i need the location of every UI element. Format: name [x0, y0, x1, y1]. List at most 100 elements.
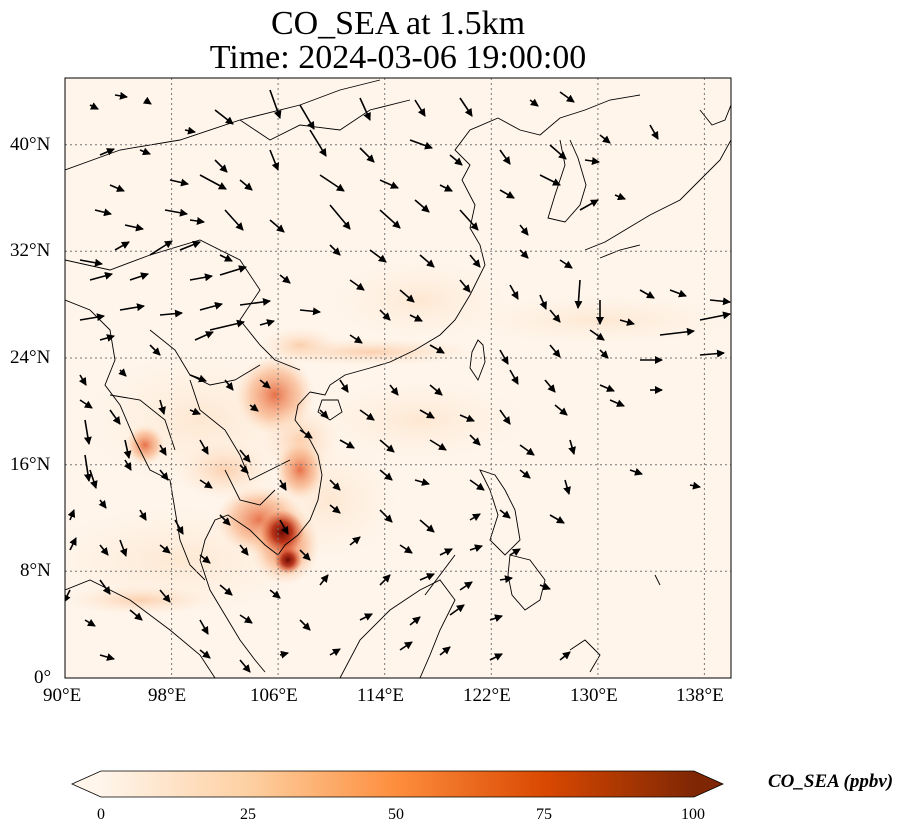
wind-arrow: [629, 467, 643, 476]
colorbar-tick-25: 25: [240, 806, 256, 823]
wind-arrow: [409, 139, 433, 150]
wind-arrow: [199, 649, 211, 659]
wind-arrow: [69, 537, 77, 551]
wind-arrow: [299, 307, 321, 316]
wind-arrow: [99, 334, 115, 342]
wind-arrow: [379, 439, 395, 453]
wind-arrow: [469, 479, 485, 491]
wind-arrow: [429, 384, 443, 396]
wind-arrow: [174, 519, 184, 535]
colorbar-min-extend: [72, 771, 101, 797]
wind-arrow: [199, 301, 223, 311]
wind-arrow: [579, 199, 599, 211]
lon-tick-122e: 122°E: [463, 685, 511, 706]
wind-arrow: [299, 104, 315, 130]
wind-arrow: [559, 91, 575, 103]
wind-arrow: [599, 349, 609, 359]
wind-arrow: [279, 650, 289, 659]
wind-arrow: [559, 259, 573, 269]
lat-tick-32n: 32°N: [10, 240, 51, 261]
wind-arrow: [609, 399, 625, 407]
wind-arrow: [469, 434, 481, 446]
wind-arrow: [539, 582, 551, 591]
wind-arrow: [94, 208, 112, 217]
wind-arrow: [414, 99, 426, 117]
wind-arrow: [439, 184, 453, 192]
wind-arrow: [84, 618, 96, 627]
wind-arrow: [159, 469, 169, 481]
wind-arrow: [319, 409, 329, 419]
wind-arrow: [439, 548, 453, 556]
wind-arrow: [459, 279, 471, 293]
wind-arrow: [659, 327, 695, 336]
lat-tick-0: 0°: [34, 667, 52, 688]
wind-arrow: [164, 208, 188, 217]
wind-arrow: [379, 179, 399, 189]
wind-arrow: [379, 509, 393, 523]
wind-arrow: [709, 297, 731, 306]
colorbar-tick-50: 50: [388, 806, 404, 823]
wind-arrow: [219, 514, 231, 526]
wind-arrow: [224, 209, 244, 231]
wind-arrow: [379, 309, 391, 321]
wind-arrow: [419, 254, 435, 268]
wind-arrow: [429, 439, 447, 451]
wind-arrow: [99, 579, 111, 595]
wind-arrow: [79, 399, 93, 409]
wind-arrow: [499, 149, 511, 165]
wind-arrow: [123, 459, 132, 471]
wind-arrow: [379, 209, 401, 229]
wind-vectors: [65, 89, 731, 673]
wind-arrow: [409, 616, 421, 626]
wind-arrow: [599, 134, 611, 144]
wind-arrow: [509, 284, 519, 300]
wind-arrow: [529, 98, 539, 107]
wind-arrow: [169, 178, 189, 187]
lon-tick-138e: 138°E: [676, 685, 724, 706]
wind-arrow: [499, 509, 511, 519]
wind-arrow: [214, 159, 228, 173]
lat-tick-8n: 8°N: [20, 560, 51, 581]
lat-tick-16n: 16°N: [10, 454, 51, 475]
wind-arrow: [519, 249, 529, 259]
colorbar-label: CO_SEA (ppbv): [768, 771, 894, 792]
wind-arrow: [139, 147, 151, 156]
wind-arrow: [299, 619, 311, 631]
wind-arrow: [489, 653, 503, 661]
wind-arrow: [123, 439, 132, 459]
wind-arrow: [184, 126, 196, 135]
wind-arrow: [299, 549, 311, 561]
wind-arrow: [239, 614, 253, 624]
wind-arrow: [158, 444, 167, 456]
wind-arrow: [509, 369, 519, 385]
wind-arrow: [339, 379, 349, 393]
wind-arrow: [199, 554, 211, 564]
wind-arrow: [109, 409, 121, 425]
wind-arrow: [459, 97, 473, 117]
lat-tick-24n: 24°N: [10, 347, 51, 368]
wind-arrow: [129, 609, 143, 621]
wind-arrow: [119, 303, 145, 312]
wind-arrow: [369, 249, 387, 263]
wind-arrow: [599, 384, 615, 392]
wind-arrow: [409, 314, 423, 322]
wind-arrow: [219, 254, 233, 262]
wind-arrow: [399, 289, 415, 303]
wind-arrow: [309, 129, 327, 157]
wind-arrow: [199, 174, 227, 190]
wind-arrow: [239, 544, 249, 556]
wind-arrow: [549, 144, 567, 160]
map-frame: [64, 77, 732, 679]
lon-tick-130e: 130°E: [570, 685, 618, 706]
wind-arrow: [568, 439, 576, 455]
wind-arrow: [138, 509, 147, 521]
wind-arrow: [359, 97, 371, 121]
lon-tick-114e: 114°E: [357, 685, 404, 706]
wind-arrow: [179, 240, 201, 251]
wind-arrow: [89, 102, 99, 110]
wind-arrow: [359, 613, 373, 621]
wind-arrow: [509, 548, 521, 557]
lon-tick-98e: 98°E: [148, 685, 187, 706]
wind-arrow: [83, 454, 92, 482]
